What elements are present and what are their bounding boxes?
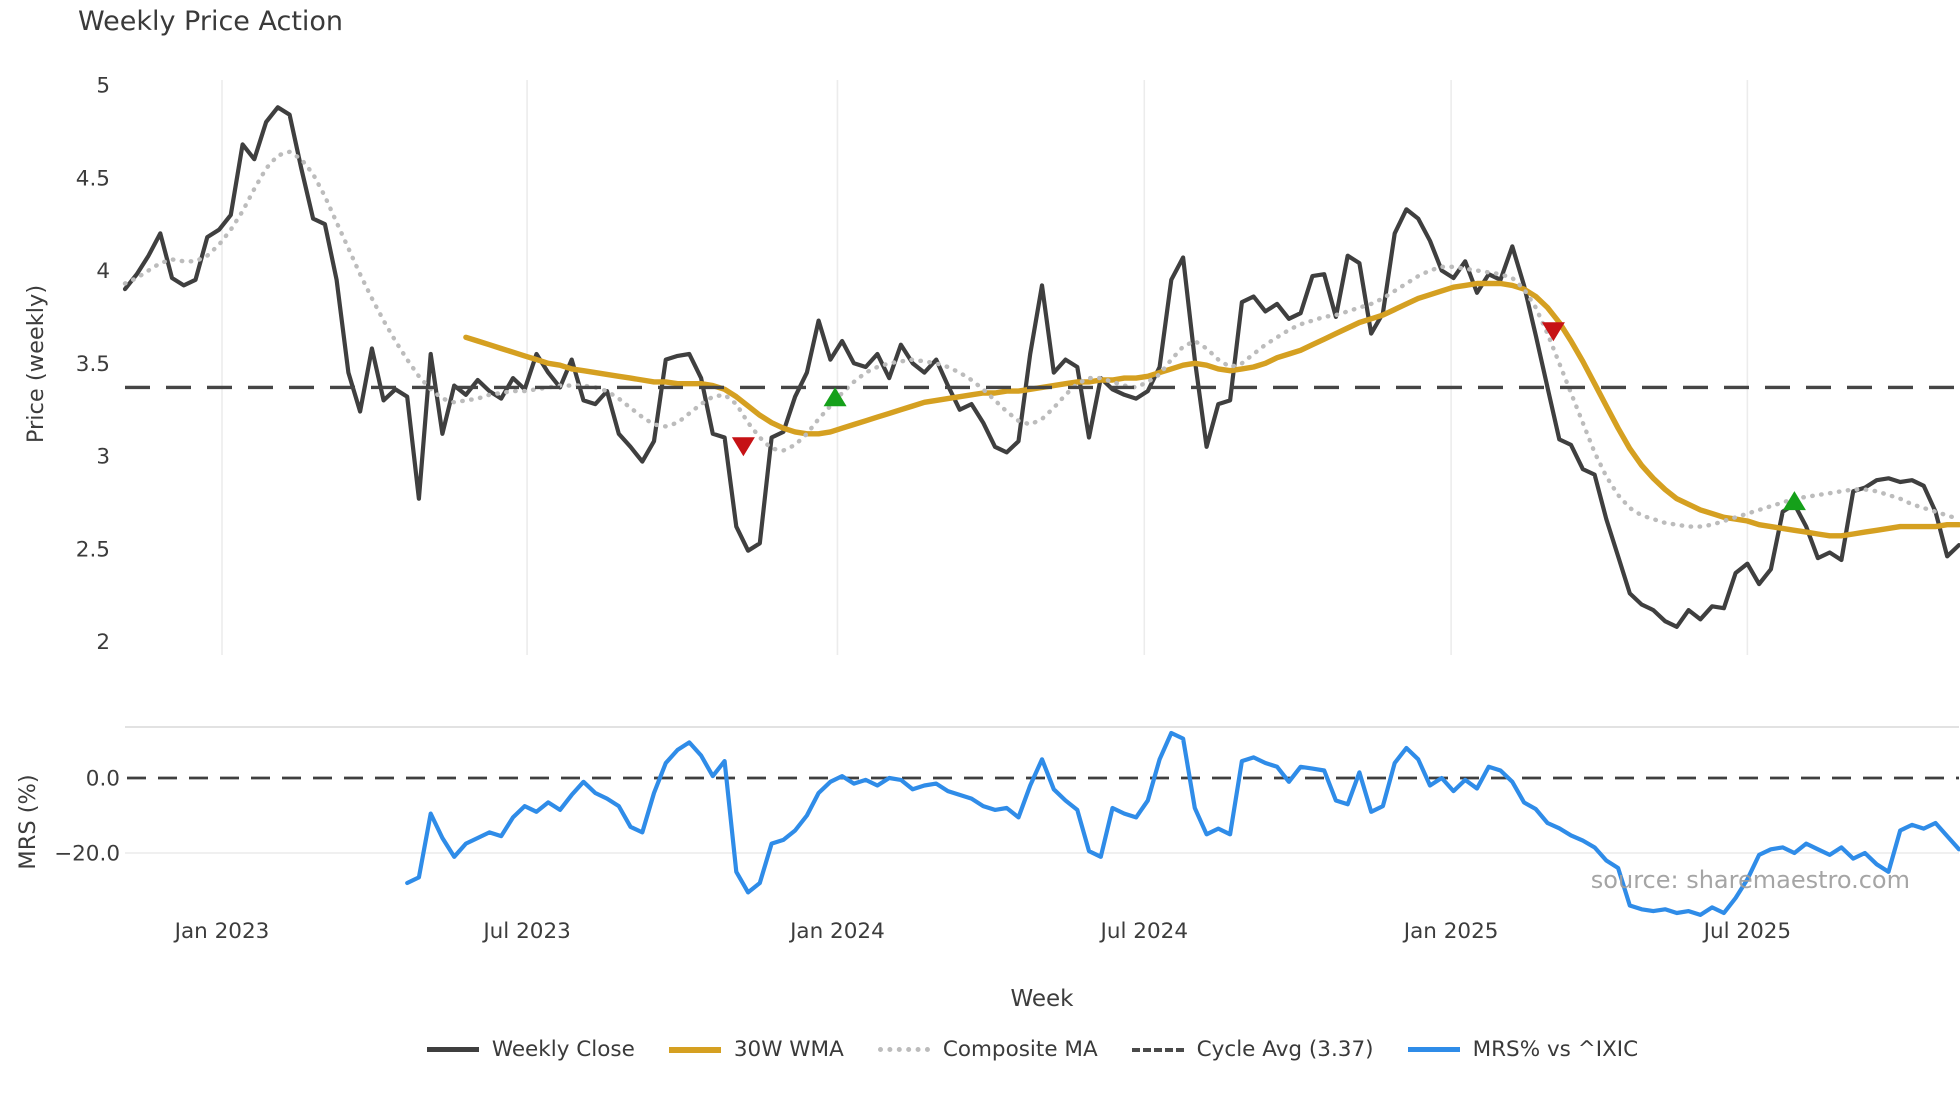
page-title: Weekly Price Action (78, 6, 344, 37)
legend-swatch-dotted (877, 1047, 930, 1052)
mrs-axis-label: MRS (%) (15, 774, 41, 870)
legend-item-30w-wma: 30W WMA (668, 1037, 844, 1062)
source-watermark: source: sharemaestro.com (1590, 866, 1910, 894)
buy-signal-marker (823, 387, 847, 407)
price-ytick-3.5: 3.5 (76, 352, 110, 377)
sell-signal-marker (731, 437, 755, 457)
xtick-jul-2025: Jul 2025 (1702, 919, 1792, 944)
series-30w-wma (463, 280, 1960, 539)
price-ytick-2.5: 2.5 (76, 537, 110, 562)
buy-signal-marker (1782, 491, 1806, 511)
price-ytick-4: 4 (96, 259, 110, 284)
legend-label: Composite MA (942, 1037, 1098, 1062)
legend-swatch-solid (426, 1047, 479, 1052)
price-axis-label: Price (weekly) (23, 284, 49, 444)
price-ytick-3: 3 (96, 445, 110, 470)
legend-swatch-solid (1407, 1047, 1460, 1052)
mrs-ytick--20: −20.0 (54, 842, 120, 867)
sell-signal-marker (1541, 322, 1565, 342)
legend-swatch-solid (668, 1046, 721, 1053)
legend-swatch-dashed (1131, 1047, 1184, 1052)
xtick-jul-2023: Jul 2023 (481, 919, 571, 944)
xtick-jan-2025: Jan 2025 (1402, 919, 1499, 944)
price-ytick-4.5: 4.5 (76, 166, 110, 191)
legend-label: 30W WMA (733, 1037, 844, 1062)
series-composite-ma (122, 149, 1960, 529)
series-mrs-vs-ixic (405, 730, 1960, 918)
legend-item-composite-ma: Composite MA (877, 1037, 1098, 1062)
legend-label: Weekly Close (491, 1037, 635, 1062)
price-ytick-2: 2 (96, 630, 110, 655)
xtick-jan-2023: Jan 2023 (173, 919, 270, 944)
legend-item-mrs-vs-ixic: MRS% vs ^IXIC (1407, 1037, 1639, 1062)
price-ytick-5: 5 (96, 74, 110, 99)
legend-label: Cycle Avg (3.37) (1196, 1037, 1374, 1062)
legend-item-weekly-close: Weekly Close (426, 1037, 635, 1062)
mrs-ytick-0: 0.0 (86, 767, 120, 792)
legend-label: MRS% vs ^IXIC (1472, 1037, 1639, 1062)
xtick-jul-2024: Jul 2024 (1099, 919, 1189, 944)
chart-legend: Weekly Close 30W WMA Composite MA Cycle Avg… (0, 1037, 1960, 1062)
legend-item-cycle-avg-3-37-: Cycle Avg (3.37) (1131, 1037, 1374, 1062)
xtick-jan-2024: Jan 2024 (788, 919, 885, 944)
series-weekly-close (122, 105, 1960, 629)
x-axis-label: Week (1010, 986, 1074, 1012)
